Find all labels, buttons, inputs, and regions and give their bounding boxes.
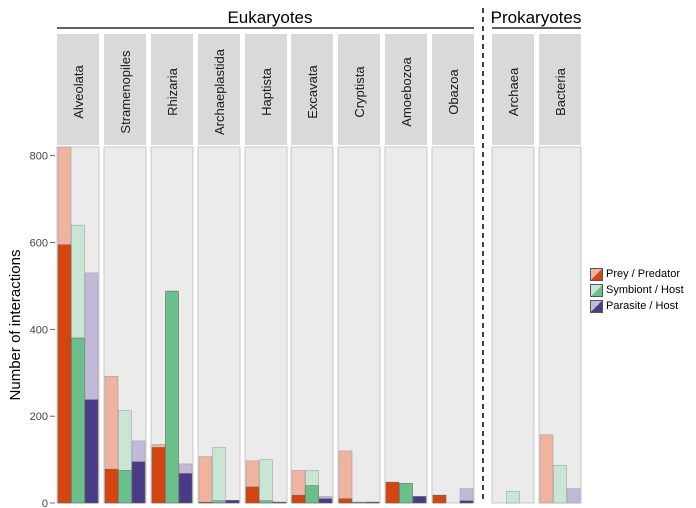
bar-total bbox=[566, 488, 581, 504]
panel-label: Archaea bbox=[506, 67, 521, 116]
panel-label: Obazoa bbox=[446, 68, 461, 114]
legend-label: Symbiont / Host bbox=[606, 284, 684, 296]
group-label: Eukaryotes bbox=[227, 8, 312, 27]
bar-total bbox=[212, 447, 226, 504]
panel-label: Amoebozoa bbox=[399, 57, 414, 127]
panel-strip bbox=[104, 34, 146, 145]
panel-background bbox=[337, 146, 381, 504]
legend: Prey / Predator Symbiont / Host Parasite /… bbox=[590, 266, 684, 314]
bar-subset bbox=[432, 494, 447, 504]
bar-total bbox=[539, 434, 554, 504]
bar-subset bbox=[305, 485, 319, 504]
bar-subset bbox=[165, 290, 179, 504]
bar-subset bbox=[104, 468, 119, 504]
panel-background bbox=[197, 146, 241, 504]
bar-subset bbox=[225, 500, 240, 504]
bar-subset bbox=[459, 500, 474, 504]
bar-total bbox=[338, 450, 353, 504]
panel-background bbox=[384, 146, 428, 504]
bar-subset bbox=[412, 496, 427, 504]
panel-strip bbox=[492, 34, 534, 145]
panel-strip bbox=[245, 34, 287, 145]
legend-swatch bbox=[590, 299, 603, 313]
panel-label: Haptista bbox=[259, 67, 274, 115]
panel-label: Stramenopiles bbox=[118, 50, 133, 134]
y-axis-label: Number of interactions bbox=[7, 250, 24, 401]
bar-subset bbox=[151, 447, 166, 504]
bar-subset bbox=[365, 501, 380, 504]
panel-strip bbox=[432, 34, 474, 145]
panel-label: Cryptista bbox=[352, 66, 367, 118]
panel-label: Rhizaria bbox=[165, 67, 180, 115]
panel-background bbox=[244, 146, 288, 504]
bar-subset bbox=[245, 486, 260, 504]
bar-subset bbox=[131, 461, 146, 504]
bar-subset bbox=[84, 399, 99, 504]
panel-label: Archaeplastida bbox=[212, 48, 227, 135]
bar-total bbox=[259, 459, 273, 504]
bar-total bbox=[198, 456, 213, 504]
legend-label: Parasite / Host bbox=[606, 300, 679, 312]
bar-total bbox=[506, 491, 520, 504]
y-tick-label: 400 bbox=[30, 324, 48, 336]
panel-label: Alveolata bbox=[71, 64, 86, 118]
y-tick-label: 200 bbox=[30, 411, 48, 423]
y-tick-label: 0 bbox=[42, 498, 48, 508]
bar-subset bbox=[272, 501, 287, 504]
bar-total bbox=[553, 464, 567, 504]
bar-subset bbox=[399, 483, 413, 504]
bar-subset bbox=[352, 501, 366, 504]
bar-subset bbox=[57, 244, 72, 504]
bar-subset bbox=[212, 500, 226, 504]
panel-background bbox=[290, 146, 334, 504]
legend-label: Prey / Predator bbox=[606, 268, 680, 280]
panel-strip bbox=[198, 34, 240, 145]
bar-subset bbox=[118, 470, 132, 504]
y-tick-label: 600 bbox=[30, 238, 48, 250]
legend-swatch bbox=[590, 267, 603, 281]
y-tick-label: 800 bbox=[30, 151, 48, 163]
panel-strip bbox=[291, 34, 333, 145]
bar-subset bbox=[338, 498, 353, 504]
bar-subset bbox=[178, 473, 193, 504]
bar-subset bbox=[318, 498, 333, 504]
panel-background bbox=[491, 146, 535, 504]
bar-subset bbox=[259, 500, 273, 504]
panel-strip bbox=[57, 34, 99, 145]
panel-strip bbox=[338, 34, 380, 145]
panel-background bbox=[431, 146, 475, 504]
legend-item: Prey / Predator bbox=[590, 266, 684, 282]
panel-strip bbox=[539, 34, 581, 145]
bar-subset bbox=[71, 337, 85, 504]
group-label: Prokaryotes bbox=[491, 8, 582, 27]
legend-item: Symbiont / Host bbox=[590, 282, 684, 298]
bar-subset bbox=[385, 481, 400, 504]
bar-subset bbox=[291, 494, 306, 504]
panel-strip bbox=[385, 34, 427, 145]
panel-label: Bacteria bbox=[553, 67, 568, 115]
legend-swatch bbox=[590, 283, 603, 297]
bar-subset bbox=[198, 501, 213, 504]
panel-strip bbox=[151, 34, 193, 145]
panel-label: Excavata bbox=[305, 64, 320, 118]
legend-item: Parasite / Host bbox=[590, 298, 684, 314]
